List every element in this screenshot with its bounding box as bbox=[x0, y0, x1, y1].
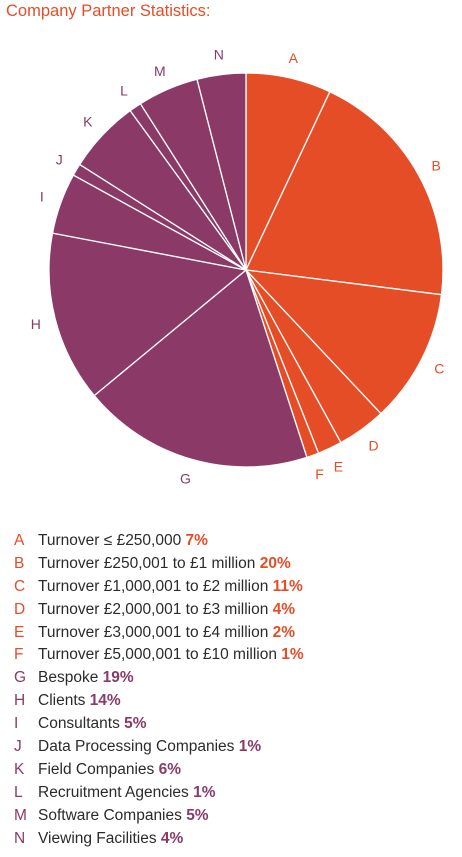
slice-label-l: L bbox=[120, 83, 128, 99]
legend-percent: 14% bbox=[89, 692, 121, 710]
slice-label-h: H bbox=[31, 316, 41, 332]
pie-slice-h bbox=[48, 232, 248, 397]
legend-letter: N bbox=[14, 829, 26, 847]
legend-label: Turnover £5,000,001 to £10 million bbox=[38, 646, 282, 664]
slice-label-c: C bbox=[434, 361, 444, 377]
legend-percent: 4% bbox=[272, 600, 296, 618]
legend-label: Turnover ≤ £250,000 bbox=[38, 532, 186, 549]
legend-letter: G bbox=[14, 669, 27, 687]
legend-label: Turnover £1,000,001 to £2 million bbox=[38, 577, 273, 595]
legend-percent: 1% bbox=[281, 646, 304, 664]
legend-label: Consultants bbox=[38, 715, 125, 733]
legend-label: Turnover £2,000,001 to £3 million bbox=[38, 600, 273, 618]
legend-percent: 1% bbox=[193, 783, 216, 801]
legend-item-d: D Turnover £2,000,001 to £3 million 4% bbox=[14, 599, 454, 622]
legend-item-a: A Turnover ≤ £250,000 7% bbox=[14, 530, 454, 553]
legend-percent: 20% bbox=[259, 554, 291, 572]
slice-label-d: D bbox=[368, 438, 378, 454]
legend-letter: B bbox=[14, 554, 25, 572]
slice-label-i: I bbox=[40, 189, 44, 205]
legend-item-k: K Field Companies 6% bbox=[14, 759, 454, 782]
legend-percent: 11% bbox=[272, 577, 303, 595]
legend-letter: A bbox=[14, 532, 25, 549]
legend-letter: I bbox=[14, 715, 19, 733]
legend-label: Turnover £3,000,001 to £4 million bbox=[38, 623, 273, 641]
legend-percent: 19% bbox=[102, 669, 134, 687]
slice-label-b: B bbox=[432, 158, 441, 174]
legend-item-e: E Turnover £3,000,001 to £4 million 2% bbox=[14, 622, 454, 645]
legend-item-i: I Consultants 5% bbox=[14, 713, 454, 736]
legend-letter: J bbox=[14, 738, 22, 756]
legend-letter: L bbox=[14, 783, 23, 801]
legend-label: Clients bbox=[38, 692, 90, 710]
legend-item-m: M Software Companies 5% bbox=[14, 805, 454, 828]
legend-letter: E bbox=[14, 623, 25, 641]
slice-label-k: K bbox=[83, 114, 93, 130]
slice-label-n: N bbox=[214, 47, 224, 63]
slice-label-j: J bbox=[56, 152, 63, 168]
legend-item-h: H Clients 14% bbox=[14, 690, 454, 713]
pie-slice-n bbox=[196, 72, 247, 271]
legend-label: Turnover £250,001 to £1 million bbox=[38, 554, 260, 572]
legend-percent: 6% bbox=[158, 760, 182, 778]
legend: A Turnover ≤ £250,000 7% B Turnover £250,00… bbox=[14, 530, 454, 850]
legend-item-j: J Data Processing Companies 1% bbox=[14, 736, 454, 759]
chart-title: Company Partner Statistics: bbox=[6, 2, 211, 20]
pie-slice-g bbox=[93, 268, 308, 468]
pie-slice-b bbox=[245, 90, 444, 296]
legend-item-l: L Recruitment Agencies 1% bbox=[14, 782, 454, 805]
legend-item-g: G Bespoke 19% bbox=[14, 667, 454, 690]
legend-percent: 7% bbox=[185, 532, 208, 549]
slice-label-e: E bbox=[334, 458, 343, 474]
legend-item-n: N Viewing Facilities 4% bbox=[14, 828, 454, 851]
legend-item-b: B Turnover £250,001 to £1 million 20% bbox=[14, 553, 454, 576]
slice-label-m: M bbox=[154, 63, 166, 79]
legend-letter: C bbox=[14, 577, 26, 595]
legend-percent: 5% bbox=[124, 715, 147, 733]
pie-chart: A B C D EF G H I J K L M N bbox=[31, 47, 445, 487]
legend-label: Bespoke bbox=[38, 669, 103, 687]
legend-percent: 5% bbox=[186, 806, 209, 824]
slice-label-a: A bbox=[289, 50, 299, 66]
legend-letter: H bbox=[14, 692, 26, 710]
legend-label: Field Companies bbox=[38, 760, 159, 778]
legend-letter: D bbox=[14, 600, 26, 618]
legend-letter: F bbox=[14, 646, 24, 664]
slice-label-f: F bbox=[315, 466, 324, 482]
legend-label: Data Processing Companies bbox=[38, 738, 239, 756]
legend-item-c: C Turnover £1,000,001 to £2 million 11% bbox=[14, 576, 454, 599]
legend-percent: 2% bbox=[272, 623, 296, 641]
legend-percent: 4% bbox=[160, 829, 184, 847]
legend-letter: M bbox=[14, 806, 27, 824]
legend-label: Viewing Facilities bbox=[38, 829, 161, 847]
slice-label-g: G bbox=[180, 470, 191, 486]
legend-label: Recruitment Agencies bbox=[38, 783, 194, 801]
legend-label: Software Companies bbox=[38, 806, 187, 824]
legend-percent: 1% bbox=[238, 738, 262, 756]
pie-slice-c bbox=[244, 269, 443, 415]
legend-letter: K bbox=[14, 760, 25, 778]
legend-item-f: F Turnover £5,000,001 to £10 million 1% bbox=[14, 644, 454, 667]
